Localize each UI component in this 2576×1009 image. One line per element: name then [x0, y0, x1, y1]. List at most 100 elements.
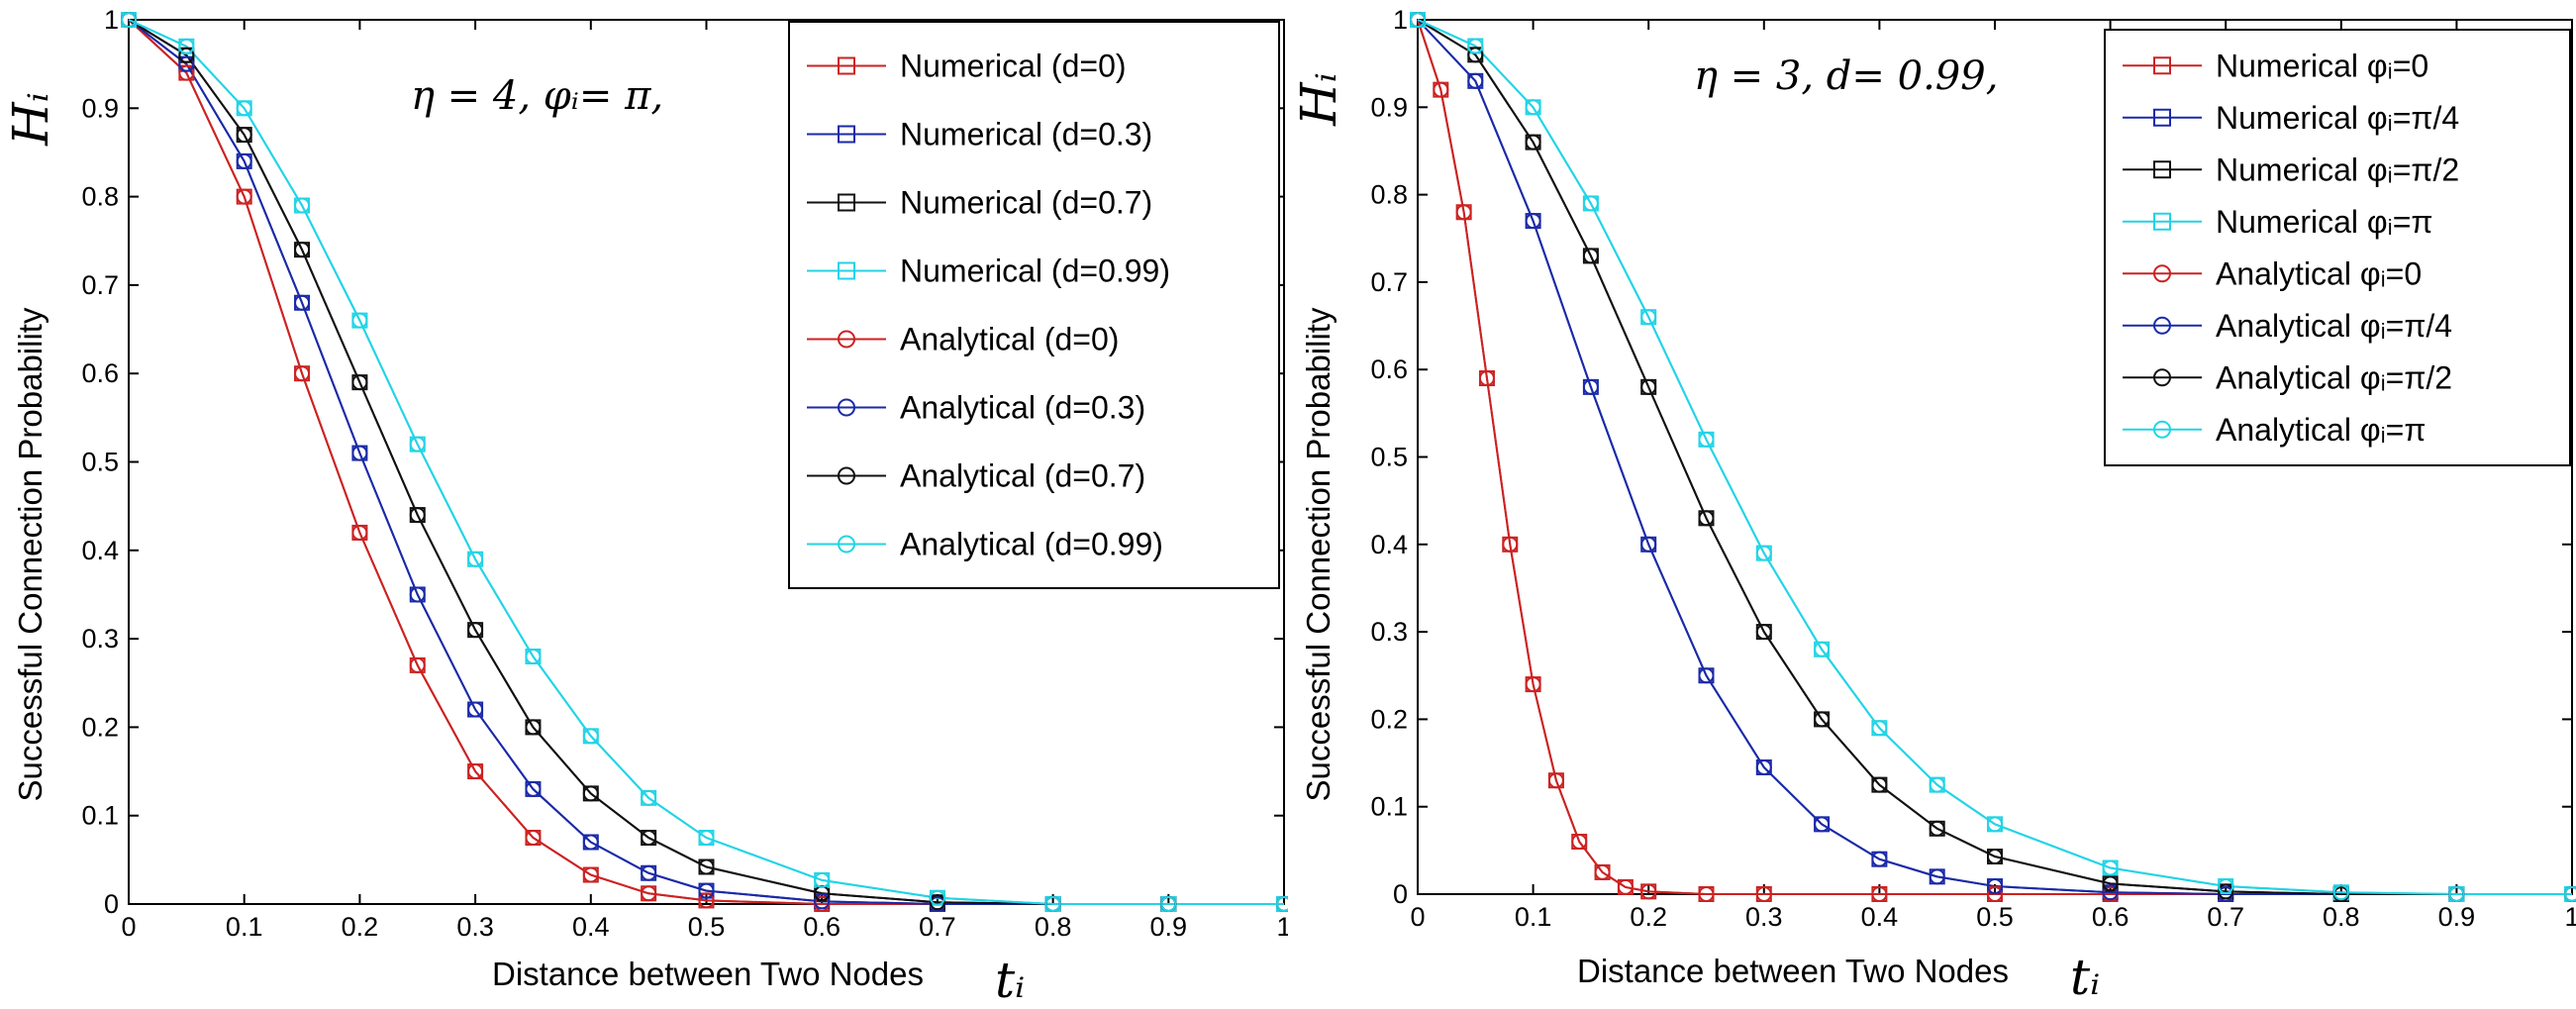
- data-point-circle: [1276, 896, 1288, 912]
- data-point-circle: [1987, 878, 2003, 895]
- x-tick-label: 0.6: [803, 912, 841, 942]
- data-point-circle: [698, 882, 715, 899]
- legend-marker-square: [838, 56, 855, 75]
- data-point-circle: [2564, 886, 2576, 902]
- y-tick-label: 0: [1393, 879, 1408, 909]
- data-point-circle: [409, 656, 426, 673]
- legend-box: [2104, 29, 2571, 466]
- legend: Numerical φᵢ=0 Numerical φᵢ=π/4 Numerical …: [2104, 29, 2571, 466]
- data-point-circle: [351, 374, 368, 391]
- x-tick-label: 0.1: [226, 912, 263, 942]
- data-point-circle: [294, 242, 311, 258]
- data-point-circle: [1814, 711, 1831, 728]
- data-point-circle: [1455, 204, 1472, 221]
- data-point-circle: [1467, 72, 1484, 89]
- data-point-circle: [467, 622, 484, 639]
- data-point-circle: [178, 64, 195, 81]
- data-point-circle: [525, 830, 542, 847]
- x-tick-label: 0.5: [1976, 902, 2014, 932]
- x-tick-label: 0.1: [1515, 902, 1552, 932]
- data-point-circle: [1929, 776, 1945, 793]
- data-point-circle: [1987, 886, 2003, 902]
- data-point-circle: [641, 885, 657, 902]
- data-point-circle: [1987, 849, 2003, 865]
- legend-marker-circle: [838, 466, 855, 485]
- data-point-circle: [525, 648, 542, 664]
- chart-right-svg: 0 0.1 0.2 0.3 0.4 0.5 0.6 0.7 0.8 0.9 1 0 0.1 0.2 0.3 0…: [1290, 5, 2576, 1006]
- data-point-circle: [294, 294, 311, 311]
- series-group: [1410, 12, 2576, 902]
- data-point-circle: [1640, 309, 1657, 326]
- legend-marker-circle: [2153, 368, 2171, 387]
- data-point-circle: [236, 100, 252, 117]
- legend-marker-square: [2153, 56, 2171, 75]
- data-point-circle: [641, 830, 657, 847]
- data-point-circle: [1871, 720, 1888, 737]
- data-point-circle: [467, 551, 484, 567]
- legend: Numerical (d=0) Numerical (d=0.3) Numerica…: [788, 21, 1280, 589]
- data-point-circle: [2218, 883, 2234, 900]
- data-point-circle: [698, 830, 715, 847]
- data-point-circle: [582, 785, 599, 802]
- y-tick-label: 0.6: [1370, 354, 1408, 384]
- y-tick-label: 0.8: [81, 182, 119, 212]
- data-point-circle: [1698, 431, 1715, 448]
- legend-marker-circle: [838, 535, 855, 554]
- data-point-circle: [1547, 772, 1564, 789]
- legend-entry-label: Numerical (d=0.99): [900, 253, 1170, 289]
- data-point-circle: [929, 889, 945, 906]
- data-point-circle: [582, 728, 599, 745]
- data-point-circle: [1640, 536, 1657, 553]
- data-point-circle: [2102, 859, 2119, 876]
- y-tick-label: 0.4: [81, 536, 119, 565]
- y-tick-label: 1: [1393, 5, 1408, 35]
- data-point-circle: [1571, 834, 1588, 851]
- x-tick-label: 0.6: [2092, 902, 2130, 932]
- y-tick-label: 0.1: [1370, 792, 1408, 822]
- legend-marker-square: [838, 193, 855, 212]
- data-point-circle: [294, 197, 311, 214]
- y-tick-label: 0: [104, 889, 119, 919]
- data-point-circle: [351, 524, 368, 541]
- data-point-circle: [178, 38, 195, 54]
- chart-right: 0 0.1 0.2 0.3 0.4 0.5 0.6 0.7 0.8 0.9 1 0 0.1 0.2 0.3 0…: [1288, 0, 2576, 1009]
- plot-annotation: η = 4, φᵢ= π,: [411, 73, 663, 119]
- y-tick-label: 0.1: [81, 801, 119, 831]
- data-point-circle: [582, 834, 599, 851]
- data-point-circle: [1160, 896, 1177, 912]
- series-line-7: [128, 19, 1284, 905]
- data-point-circle: [1698, 667, 1715, 684]
- legend-entry-label: Numerical (d=0): [900, 49, 1127, 84]
- legend-box: [788, 21, 1280, 589]
- data-point-circle: [1755, 758, 1772, 775]
- data-point-circle: [582, 866, 599, 883]
- data-point-circle: [1814, 816, 1831, 833]
- plot-annotation: η = 3, d= 0.99,: [1694, 53, 1998, 99]
- x-tick-label: 0.8: [1035, 912, 1072, 942]
- y-axis-label: Successful Connection Probability: [12, 307, 49, 801]
- y-tick-label: 0.5: [81, 448, 119, 477]
- x-tick-label: 0: [121, 912, 136, 942]
- legend-entry-label: Numerical (d=0.7): [900, 185, 1152, 221]
- data-point-circle: [178, 55, 195, 72]
- data-point-circle: [1582, 195, 1599, 212]
- chart-left-svg: 0 0.1 0.2 0.3 0.4 0.5 0.6 0.7 0.8 0.9 1 0 0.1 0.2 0.3 0…: [2, 5, 1288, 1009]
- data-point-circle: [351, 445, 368, 461]
- y-tick-label: 0.5: [1370, 443, 1408, 472]
- data-point-circle: [1502, 536, 1519, 553]
- data-point-circle: [236, 127, 252, 144]
- data-point-circle: [409, 586, 426, 603]
- x-tick-label: 0.3: [1745, 902, 1783, 932]
- data-point-circle: [698, 892, 715, 909]
- data-point-circle: [1525, 134, 1541, 151]
- legend-entry-label: Analytical φᵢ=π: [2216, 412, 2426, 448]
- data-point-circle: [1467, 47, 1484, 63]
- y-tick-label: 0.3: [81, 624, 119, 654]
- data-point-circle: [525, 780, 542, 797]
- y-tick-label: 0.7: [81, 270, 119, 300]
- data-point-circle: [1410, 12, 1426, 28]
- data-point-circle: [1640, 378, 1657, 395]
- data-point-circle: [467, 763, 484, 780]
- x-tick-label: 0.4: [572, 912, 610, 942]
- legend-marker-square: [838, 261, 855, 280]
